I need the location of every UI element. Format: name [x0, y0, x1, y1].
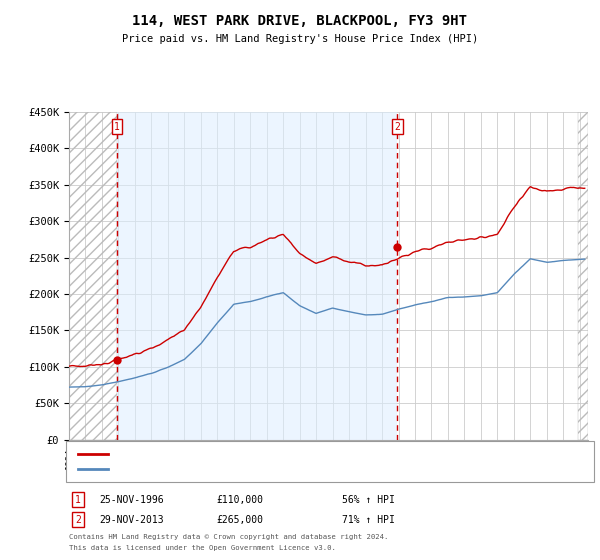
Text: Price paid vs. HM Land Registry's House Price Index (HPI): Price paid vs. HM Land Registry's House … — [122, 34, 478, 44]
Text: 2: 2 — [75, 515, 81, 525]
Text: 1: 1 — [75, 494, 81, 505]
Bar — [578, 112, 588, 440]
Text: 2: 2 — [394, 122, 400, 132]
Text: 56% ↑ HPI: 56% ↑ HPI — [342, 494, 395, 505]
Bar — [117, 112, 397, 440]
Text: 114, WEST PARK DRIVE, BLACKPOOL, FY3 9HT: 114, WEST PARK DRIVE, BLACKPOOL, FY3 9HT — [133, 14, 467, 28]
Text: 25-NOV-1996: 25-NOV-1996 — [99, 494, 164, 505]
Text: £110,000: £110,000 — [216, 494, 263, 505]
Text: 71% ↑ HPI: 71% ↑ HPI — [342, 515, 395, 525]
Text: 29-NOV-2013: 29-NOV-2013 — [99, 515, 164, 525]
Bar — [69, 112, 117, 440]
Text: £265,000: £265,000 — [216, 515, 263, 525]
Text: Contains HM Land Registry data © Crown copyright and database right 2024.: Contains HM Land Registry data © Crown c… — [69, 534, 388, 540]
Text: 1: 1 — [114, 122, 120, 132]
Text: 114, WEST PARK DRIVE, BLACKPOOL, FY3 9HT (detached house): 114, WEST PARK DRIVE, BLACKPOOL, FY3 9HT… — [111, 449, 439, 458]
Text: HPI: Average price, detached house, Blackpool: HPI: Average price, detached house, Blac… — [111, 465, 370, 474]
Text: This data is licensed under the Open Government Licence v3.0.: This data is licensed under the Open Gov… — [69, 545, 336, 551]
